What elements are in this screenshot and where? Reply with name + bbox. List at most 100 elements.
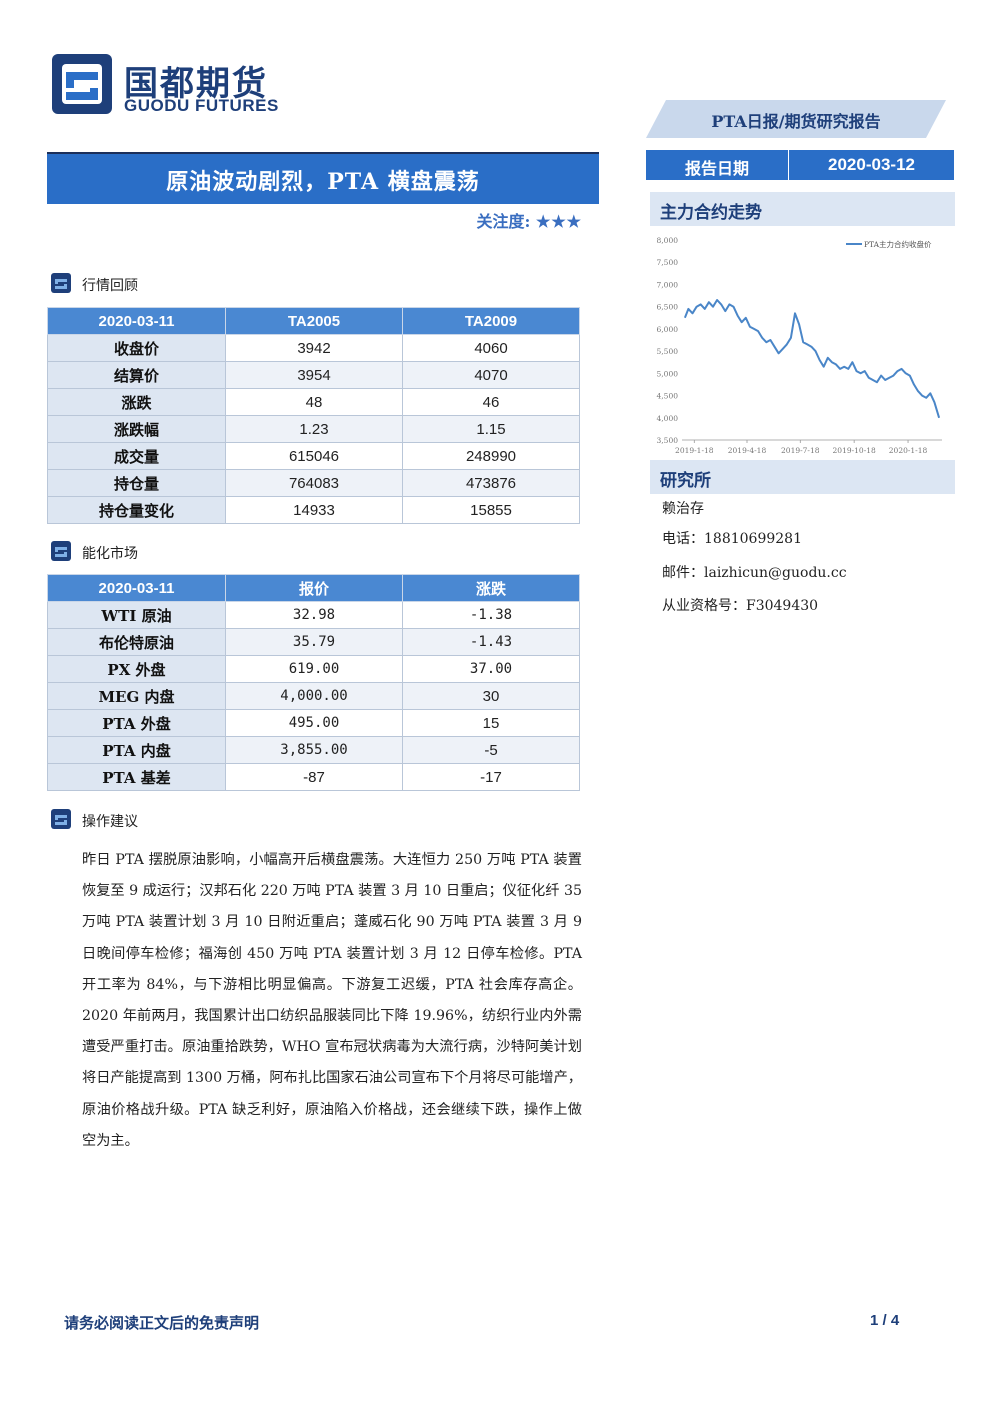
analyst-license: 从业资格号：F3049430 <box>662 598 819 614</box>
attention-rating: 关注度: ★★★ <box>476 208 582 232</box>
cell-value: 619.00 <box>225 655 403 683</box>
y-tick-label: 5,000 <box>657 369 679 378</box>
cell-value: 30 <box>402 682 580 710</box>
table-row: 结算价 3954 4070 <box>47 361 580 389</box>
x-tick-label: 2020-1-18 <box>889 446 928 455</box>
column-header: TA2005 <box>225 307 403 335</box>
cell-value: 4,000.00 <box>225 682 403 710</box>
y-tick-label: 4,500 <box>657 392 679 401</box>
row-label: 布伦特原油 <box>47 628 226 656</box>
column-header: 2020-03-11 <box>47 307 226 335</box>
y-tick-label: 7,500 <box>657 258 679 267</box>
y-tick-label: 6,500 <box>657 303 679 312</box>
table-row: PTA 内盘 3,855.00 -5 <box>47 736 580 764</box>
x-tick-label: 2019-1-18 <box>675 446 714 455</box>
table-row: 收盘价 3942 4060 <box>47 334 580 362</box>
cell-value: -1.38 <box>402 601 580 629</box>
cell-value: 764083 <box>225 469 403 497</box>
section-logo-icon <box>51 541 71 561</box>
cell-value: 48 <box>225 388 403 416</box>
date-divider <box>788 150 789 180</box>
row-label: PTA 外盘 <box>47 709 226 737</box>
logo-mark-icon <box>52 54 112 114</box>
table-row: 持仓量变化 14933 15855 <box>47 496 580 524</box>
row-label: 成交量 <box>47 442 226 470</box>
table-row: 涨跌 48 46 <box>47 388 580 416</box>
y-tick-label: 4,000 <box>657 414 679 423</box>
x-tick-label: 2019-7-18 <box>781 446 820 455</box>
cell-value: 473876 <box>402 469 580 497</box>
x-tick-label: 2019-10-18 <box>833 446 876 455</box>
report-date-label: 报告日期 <box>684 159 749 178</box>
disclaimer-link[interactable]: 请务必阅读正文后的免责声明 <box>64 1314 260 1332</box>
table-row: PTA 基差 -87 -17 <box>47 763 580 791</box>
cell-value: 4060 <box>402 334 580 362</box>
column-header: 报价 <box>225 574 403 602</box>
cell-value: 3,855.00 <box>225 736 403 764</box>
legend-label: PTA主力合约收盘价 <box>864 239 932 249</box>
row-label: 涨跌幅 <box>47 415 226 443</box>
logo: 国都期货 GUODU FUTURES <box>50 52 300 122</box>
report-type-label: PTA日报/期货研究报告 <box>711 112 881 131</box>
report-date-value: 2020-03-12 <box>828 155 915 174</box>
cell-value: 1.23 <box>225 415 403 443</box>
cell-value: 495.00 <box>225 709 403 737</box>
y-tick-label: 7,000 <box>657 280 679 289</box>
report-date-bar: 报告日期 2020-03-12 <box>646 150 954 180</box>
analyst-email[interactable]: 邮件：laizhicun@guodu.cc <box>662 565 847 581</box>
cell-value: 3942 <box>225 334 403 362</box>
row-label: PTA 基差 <box>47 763 226 791</box>
institute-heading: 研究所 <box>650 460 955 494</box>
institute-heading-label: 研究所 <box>660 471 711 491</box>
section-title: 能化市场 <box>82 546 138 562</box>
trend-heading: 主力合约走势 <box>650 192 955 226</box>
cell-value: -17 <box>402 763 580 791</box>
report-type-banner: PTA日报/期货研究报告 <box>646 100 946 138</box>
star-rating-icon: ★★★ <box>535 212 582 231</box>
cell-value: -5 <box>402 736 580 764</box>
y-tick-label: 5,500 <box>657 347 679 356</box>
table-header-row: 2020-03-11 报价 涨跌 <box>47 574 580 602</box>
banner-shape <box>646 100 946 138</box>
section-logo-icon <box>51 809 71 829</box>
logo-text-cn: 国都期货 <box>124 64 268 104</box>
table-row: 成交量 615046 248990 <box>47 442 580 470</box>
table-header-row: 2020-03-11 TA2005 TA2009 <box>47 307 580 335</box>
section-title: 操作建议 <box>82 814 138 830</box>
cell-value: 35.79 <box>225 628 403 656</box>
table-row: PX 外盘 619.00 37.00 <box>47 655 580 683</box>
title-bar: 原油波动剧烈，PTA 横盘震荡 <box>47 152 599 204</box>
row-label: WTI 原油 <box>47 601 226 629</box>
row-label: 涨跌 <box>47 388 226 416</box>
cell-value: 4070 <box>402 361 580 389</box>
y-tick-label: 3,500 <box>657 436 679 445</box>
logo-text-en: GUODU FUTURES <box>124 96 279 115</box>
cell-value: 14933 <box>225 496 403 524</box>
table-row: MEG 内盘 4,000.00 30 <box>47 682 580 710</box>
cell-value: 15855 <box>402 496 580 524</box>
column-header: 涨跌 <box>402 574 580 602</box>
series-line <box>683 299 941 419</box>
x-tick-label: 2019-4-18 <box>728 446 767 455</box>
analyst-name: 赖治存 <box>662 501 704 517</box>
cell-value: 248990 <box>402 442 580 470</box>
column-header: TA2009 <box>402 307 580 335</box>
row-label: 持仓量变化 <box>47 496 226 524</box>
column-header: 2020-03-11 <box>47 574 226 602</box>
table-row: 布伦特原油 35.79 -1.43 <box>47 628 580 656</box>
cell-value: 32.98 <box>225 601 403 629</box>
energy-market-table: 2020-03-11 报价 涨跌 WTI 原油 32.98 -1.38 布伦特原油 35.7… <box>47 574 580 791</box>
cell-value: 46 <box>402 388 580 416</box>
market-review-table: 2020-03-11 TA2005 TA2009 收盘价 3942 4060 结算价 395… <box>47 307 580 524</box>
report-title: 原油波动剧烈，PTA 横盘震荡 <box>166 169 480 195</box>
page-number: 1 / 4 <box>870 1312 900 1329</box>
section-title: 行情回顾 <box>82 278 138 294</box>
row-label: 持仓量 <box>47 469 226 497</box>
trend-chart-svg: 3,500 4,000 4,500 5,000 5,500 6,000 6,500 7,000… <box>657 236 942 455</box>
cell-value: 1.15 <box>402 415 580 443</box>
table-row: WTI 原油 32.98 -1.38 <box>47 601 580 629</box>
cell-value: -87 <box>225 763 403 791</box>
row-label: PX 外盘 <box>47 655 226 683</box>
table-row: 涨跌幅 1.23 1.15 <box>47 415 580 443</box>
cell-value: 37.00 <box>402 655 580 683</box>
